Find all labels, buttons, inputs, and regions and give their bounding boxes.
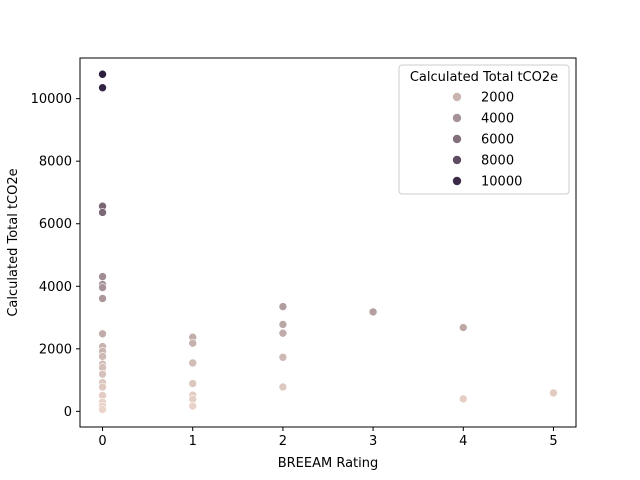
data-point [98, 283, 107, 292]
x-tick-label: 5 [549, 434, 557, 449]
y-axis-label: Calculated Total tCO2e [6, 168, 21, 316]
data-point [278, 302, 288, 311]
data-point [188, 401, 198, 411]
data-point [368, 307, 378, 317]
x-axis-label: BREEAM Rating [278, 456, 379, 471]
legend-label: 10000 [481, 175, 522, 190]
data-point [98, 329, 107, 339]
data-point [98, 83, 107, 93]
data-points [98, 69, 558, 414]
data-point [458, 394, 468, 404]
legend-box [398, 64, 570, 195]
data-point [188, 338, 198, 348]
y-tick-label: 2000 [39, 342, 72, 357]
legend-entries: 2000 4000 6000 8000 10000 [452, 91, 522, 190]
legend-label: 2000 [481, 91, 514, 106]
legend-marker [452, 92, 462, 102]
plot-area-frame [79, 57, 577, 428]
legend-marker [452, 176, 462, 186]
data-point [188, 358, 198, 368]
x-tick-label: 3 [369, 434, 377, 449]
y-tick-label: 0 [64, 405, 72, 420]
x-tick-label: 0 [98, 434, 106, 449]
data-point [98, 69, 107, 79]
data-point [98, 382, 107, 392]
legend-label: 6000 [481, 133, 514, 148]
data-point [278, 320, 288, 329]
data-point [98, 405, 107, 414]
y-tick-label: 6000 [39, 217, 72, 232]
x-axis-ticks: 0 1 2 3 4 5 [98, 427, 558, 449]
y-tick-label: 8000 [39, 155, 72, 170]
data-point [98, 272, 107, 281]
y-tick-label: 4000 [39, 280, 72, 295]
legend-label: 4000 [481, 112, 514, 127]
x-tick-label: 4 [459, 434, 467, 449]
data-point [458, 323, 468, 332]
y-tick-label: 10000 [31, 92, 72, 107]
data-point [278, 382, 288, 392]
legend-marker [452, 113, 462, 123]
data-point [98, 369, 107, 379]
data-point [278, 352, 288, 362]
data-point [98, 208, 107, 217]
legend: Calculated Total tCO2e 2000 4000 6000 8000 1… [398, 64, 570, 195]
legend-title: Calculated Total tCO2e [410, 70, 558, 85]
data-point [549, 388, 558, 398]
data-point [98, 294, 107, 303]
data-point [278, 328, 288, 338]
x-tick-label: 2 [279, 434, 287, 449]
legend-marker [452, 155, 462, 165]
y-axis-ticks: 0 2000 4000 6000 8000 10000 [31, 92, 80, 420]
data-point [98, 352, 107, 361]
legend-marker [452, 134, 462, 144]
legend-label: 8000 [481, 154, 514, 169]
x-tick-label: 1 [189, 434, 197, 449]
data-point [188, 379, 198, 388]
